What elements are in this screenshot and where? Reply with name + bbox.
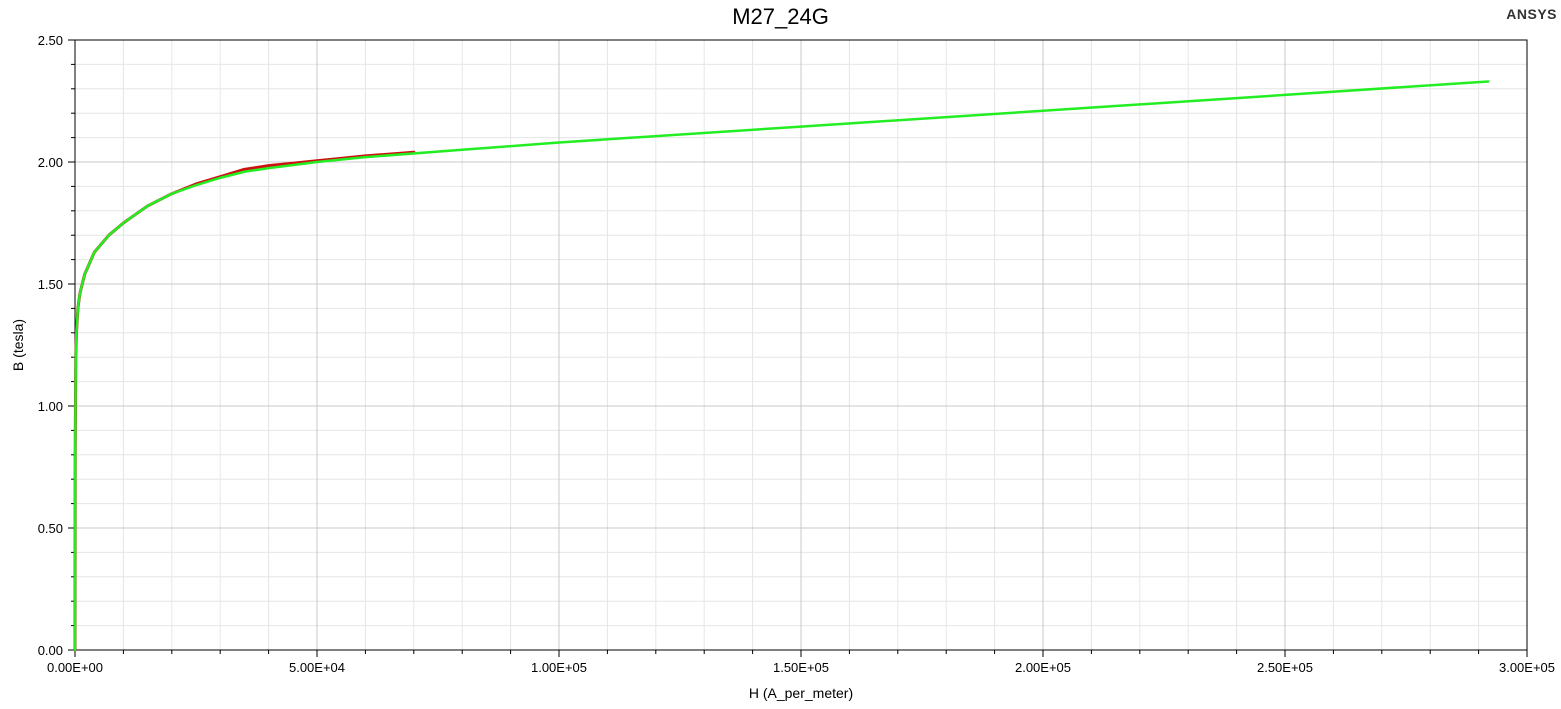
x-tick-label: 0.00E+00 bbox=[47, 660, 103, 675]
x-tick-label: 2.50E+05 bbox=[1257, 660, 1313, 675]
x-tick-labels: 0.00E+00 5.00E+04 1.00E+05 1.50E+05 2.00E+05… bbox=[47, 660, 1555, 675]
series-lines bbox=[73, 80, 1490, 652]
y-tick-label: 0.50 bbox=[38, 521, 63, 536]
x-tick-label: 2.00E+05 bbox=[1015, 660, 1071, 675]
chart-title: M27_24G bbox=[732, 4, 829, 29]
y-tick-labels: 0.00 0.50 1.00 1.50 2.00 2.50 bbox=[38, 33, 63, 658]
x-tick-label: 5.00E+04 bbox=[289, 660, 345, 675]
y-tick-label: 2.00 bbox=[38, 155, 63, 170]
x-tick-label: 1.50E+05 bbox=[773, 660, 829, 675]
brand-logo: ANSYS bbox=[1506, 6, 1557, 22]
y-tick-label: 0.00 bbox=[38, 643, 63, 658]
y-tick-label: 1.00 bbox=[38, 399, 63, 414]
y-axis-label: B (tesla) bbox=[10, 319, 26, 371]
y-tick-label: 2.50 bbox=[38, 33, 63, 48]
x-tick-label: 3.00E+05 bbox=[1499, 660, 1555, 675]
axis-ticks bbox=[68, 39, 1528, 657]
y-tick-label: 1.50 bbox=[38, 277, 63, 292]
series-line-2 bbox=[73, 80, 1490, 652]
series-line-1 bbox=[73, 150, 416, 652]
x-axis-label: H (A_per_meter) bbox=[749, 685, 853, 701]
major-grid bbox=[74, 39, 1528, 651]
x-tick-label: 1.00E+05 bbox=[531, 660, 587, 675]
